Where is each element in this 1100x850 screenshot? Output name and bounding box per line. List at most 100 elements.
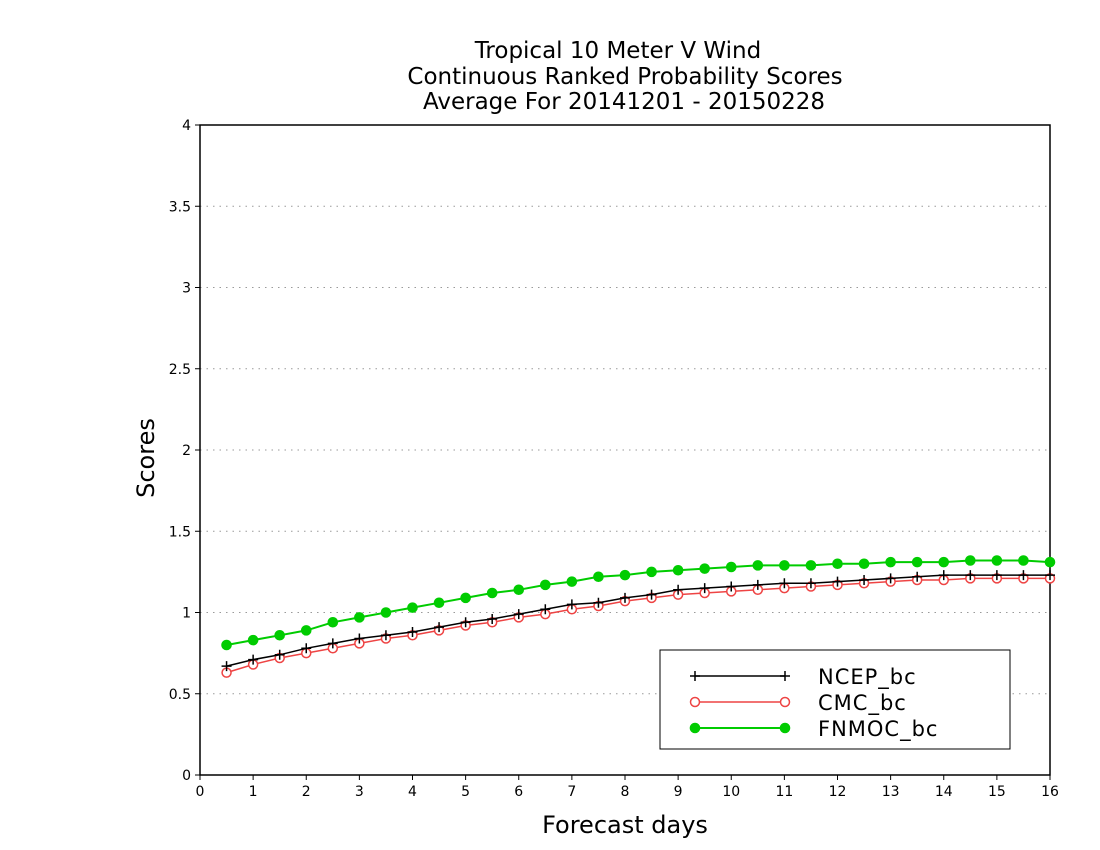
data-point	[779, 560, 790, 571]
series-line	[226, 559, 1051, 646]
legend-label: NCEP_bc	[818, 665, 917, 690]
data-point	[620, 592, 630, 603]
series-layer	[221, 555, 1056, 678]
data-point	[805, 578, 816, 589]
legend-marker	[689, 722, 701, 734]
data-point	[938, 556, 950, 568]
data-point	[1018, 570, 1029, 581]
data-point	[487, 614, 498, 624]
data-point	[752, 560, 764, 571]
data-point	[380, 630, 391, 641]
data-point	[1018, 555, 1029, 566]
data-point	[247, 634, 259, 646]
x-tick-label: 6	[514, 784, 523, 800]
data-point	[221, 661, 232, 672]
data-point	[248, 654, 259, 665]
data-point	[300, 625, 312, 636]
data-point	[858, 558, 870, 570]
data-point	[486, 587, 498, 599]
y-tick-label: 0	[182, 768, 191, 784]
data-point	[991, 555, 1003, 566]
x-tick-label: 10	[722, 784, 740, 800]
legend-marker	[689, 696, 701, 708]
data-point	[540, 579, 551, 591]
data-point	[566, 576, 578, 587]
data-point	[699, 583, 710, 594]
legend-label: CMC_bc	[818, 691, 907, 716]
data-point	[805, 560, 817, 571]
data-point	[221, 639, 232, 651]
title-line-3: Average For 20141201 - 20150228	[423, 89, 825, 115]
x-tick-label: 14	[935, 784, 953, 800]
data-point	[1044, 556, 1056, 568]
data-point	[885, 573, 896, 584]
title-line-1: Tropical 10 Meter V Wind	[474, 38, 761, 64]
data-point	[619, 569, 631, 581]
data-point	[327, 638, 338, 649]
y-tick-label: 4	[182, 118, 191, 134]
data-point	[593, 571, 604, 583]
data-point	[274, 629, 285, 641]
data-point	[991, 570, 1002, 581]
data-point	[672, 564, 684, 576]
data-point	[726, 581, 737, 592]
legend-item: NCEP_bc	[690, 665, 917, 690]
series-NCEP_bc	[221, 570, 1055, 672]
data-point	[859, 575, 870, 585]
series-FNMOC_bc	[221, 555, 1056, 651]
data-point	[434, 622, 445, 633]
data-point	[274, 649, 285, 660]
title-line-2: Continuous Ranked Probability Scores	[407, 64, 842, 90]
x-tick-label: 0	[196, 784, 205, 800]
x-tick-label: 2	[302, 784, 311, 800]
data-point	[513, 584, 525, 596]
y-axis: 0 0.5 1 1.5 2 2.5 3 3.5 4	[169, 118, 200, 784]
data-point	[327, 616, 339, 628]
y-tick-label: 2.5	[169, 362, 191, 378]
y-tick-label: 3	[182, 281, 191, 297]
x-tick-label: 11	[775, 784, 793, 800]
data-point	[885, 556, 896, 568]
data-point	[301, 643, 312, 654]
x-tick-label: 5	[461, 784, 470, 800]
legend-marker	[779, 696, 791, 708]
x-tick-label: 13	[882, 784, 900, 800]
data-point	[646, 589, 657, 600]
y-tick-label: 3.5	[169, 199, 191, 215]
legend-item: CMC_bc	[689, 691, 907, 716]
y-tick-label: 1.5	[169, 524, 191, 540]
data-point	[699, 563, 710, 574]
x-tick-label: 3	[355, 784, 364, 800]
x-tick-label: 15	[988, 784, 1006, 800]
legend-marker	[779, 722, 791, 734]
y-axis-label: Scores	[132, 418, 160, 498]
data-point	[540, 604, 551, 615]
y-tick-label: 1	[182, 606, 191, 622]
x-tick-label: 7	[567, 784, 576, 800]
data-point	[779, 578, 790, 589]
data-point	[1045, 570, 1055, 581]
data-point	[912, 571, 923, 582]
data-point	[938, 570, 949, 581]
data-point	[460, 592, 471, 604]
data-point	[433, 597, 445, 609]
legend-marker	[690, 671, 700, 681]
data-point	[673, 584, 684, 595]
data-point	[725, 561, 737, 573]
data-point	[911, 556, 923, 568]
legend-label: FNMOC_bc	[818, 717, 938, 742]
x-tick-label: 8	[621, 784, 630, 800]
data-point	[380, 607, 392, 618]
x-axis-label: Forecast days	[542, 811, 708, 839]
y-tick-label: 2	[182, 443, 191, 459]
x-tick-label: 1	[249, 784, 258, 800]
data-point	[407, 627, 418, 637]
data-point	[354, 633, 365, 644]
x-tick-label: 9	[674, 784, 683, 800]
data-point	[593, 597, 604, 608]
legend-marker	[780, 671, 790, 681]
y-tick-label: 0.5	[169, 687, 191, 703]
data-point	[832, 576, 843, 587]
